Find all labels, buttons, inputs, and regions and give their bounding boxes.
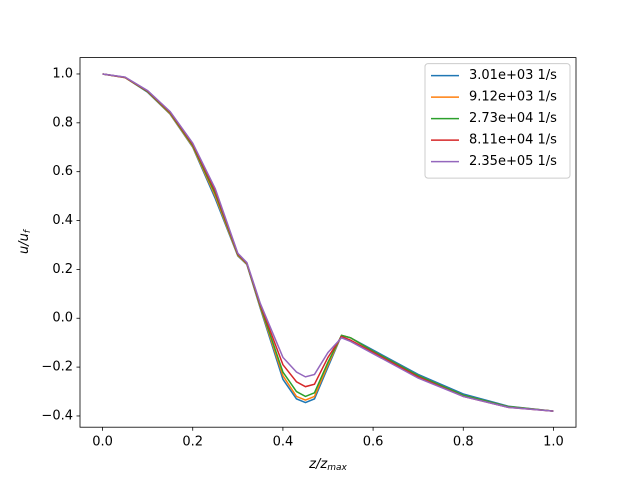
y-tick-label: 0.2	[52, 262, 73, 277]
y-label-main: u/u	[17, 233, 32, 254]
y-axis-label: u/uf	[17, 228, 33, 254]
x-label-sub: max	[327, 463, 347, 473]
legend: 3.01e+03 1/s 9.12e+03 1/s 2.73e+04 1/s 8.11…	[424, 63, 571, 179]
legend-box	[424, 63, 571, 179]
y-tick-label: 0.6	[52, 164, 73, 179]
y-tick-label: −0.4	[41, 408, 73, 423]
legend-label: 8.11e+04 1/s	[469, 133, 557, 148]
y-tick-label: 0.8	[52, 115, 73, 130]
x-tick-label: 0.6	[363, 435, 384, 450]
plot-frame	[79, 57, 577, 428]
y-tick-label: 1.0	[52, 66, 73, 81]
x-axis-label: z/zmax	[308, 457, 347, 473]
x-tick-label: 0.8	[453, 435, 474, 450]
x-tick-label: 1.0	[543, 435, 564, 450]
x-tick-label: 0.4	[273, 435, 294, 450]
y-label-sub: f	[23, 228, 33, 233]
legend-label: 3.01e+03 1/s	[469, 68, 557, 83]
x-label-main: z/z	[308, 457, 328, 472]
y-tick-label: −0.2	[41, 360, 73, 375]
x-tick-label: 0.0	[92, 435, 113, 450]
legend-label: 2.35e+05 1/s	[469, 154, 557, 169]
x-tick-label: 0.2	[182, 435, 203, 450]
legend-label: 2.73e+04 1/s	[469, 111, 557, 126]
y-tick-label: 0.4	[52, 213, 73, 228]
y-tick-label: 0.0	[52, 311, 73, 326]
legend-label: 9.12e+03 1/s	[469, 90, 557, 105]
series-line	[102, 73, 554, 412]
